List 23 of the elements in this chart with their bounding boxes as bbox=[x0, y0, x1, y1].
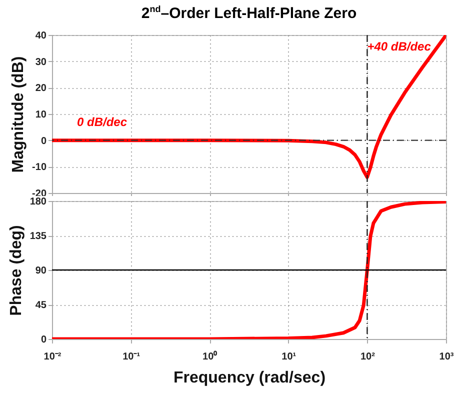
x-tick-label: 10⁰ bbox=[202, 350, 218, 362]
x-tick-label: 10¹ bbox=[282, 352, 297, 362]
y-tick-label: 0 bbox=[40, 136, 47, 147]
x-tick-label: 10⁻² bbox=[44, 352, 62, 362]
annotation: 0 dB/dec bbox=[77, 115, 128, 129]
y-tick-label: 0 bbox=[40, 334, 47, 346]
chart-title: 2$^{nd}$–Order Left-Half-Plane Zero bbox=[140, 4, 358, 22]
y-tick-label: 20 bbox=[35, 83, 47, 94]
x-tick-label: 10² bbox=[360, 352, 376, 362]
y-tick-label: 180 bbox=[30, 196, 47, 208]
x-axis-title: Frequency (rad/sec) bbox=[173, 370, 326, 386]
y-axis-title: Phase (deg) bbox=[8, 225, 25, 316]
y-tick-label: -10 bbox=[32, 162, 47, 174]
y-tick-label: 10 bbox=[35, 110, 47, 120]
y-tick-label: 135 bbox=[30, 231, 47, 242]
y-tick-label: 90 bbox=[35, 266, 47, 276]
x-tick-label: 10⁻¹ bbox=[122, 352, 141, 362]
y-tick-label: 45 bbox=[35, 300, 47, 311]
y-tick-label: 40 bbox=[35, 30, 47, 42]
x-tick-label: 10³ bbox=[439, 352, 454, 362]
y-tick-label: 30 bbox=[35, 56, 47, 68]
annotation: +40 dB/dec bbox=[367, 39, 432, 54]
y-axis-title: Magnitude (dB) bbox=[10, 56, 28, 173]
